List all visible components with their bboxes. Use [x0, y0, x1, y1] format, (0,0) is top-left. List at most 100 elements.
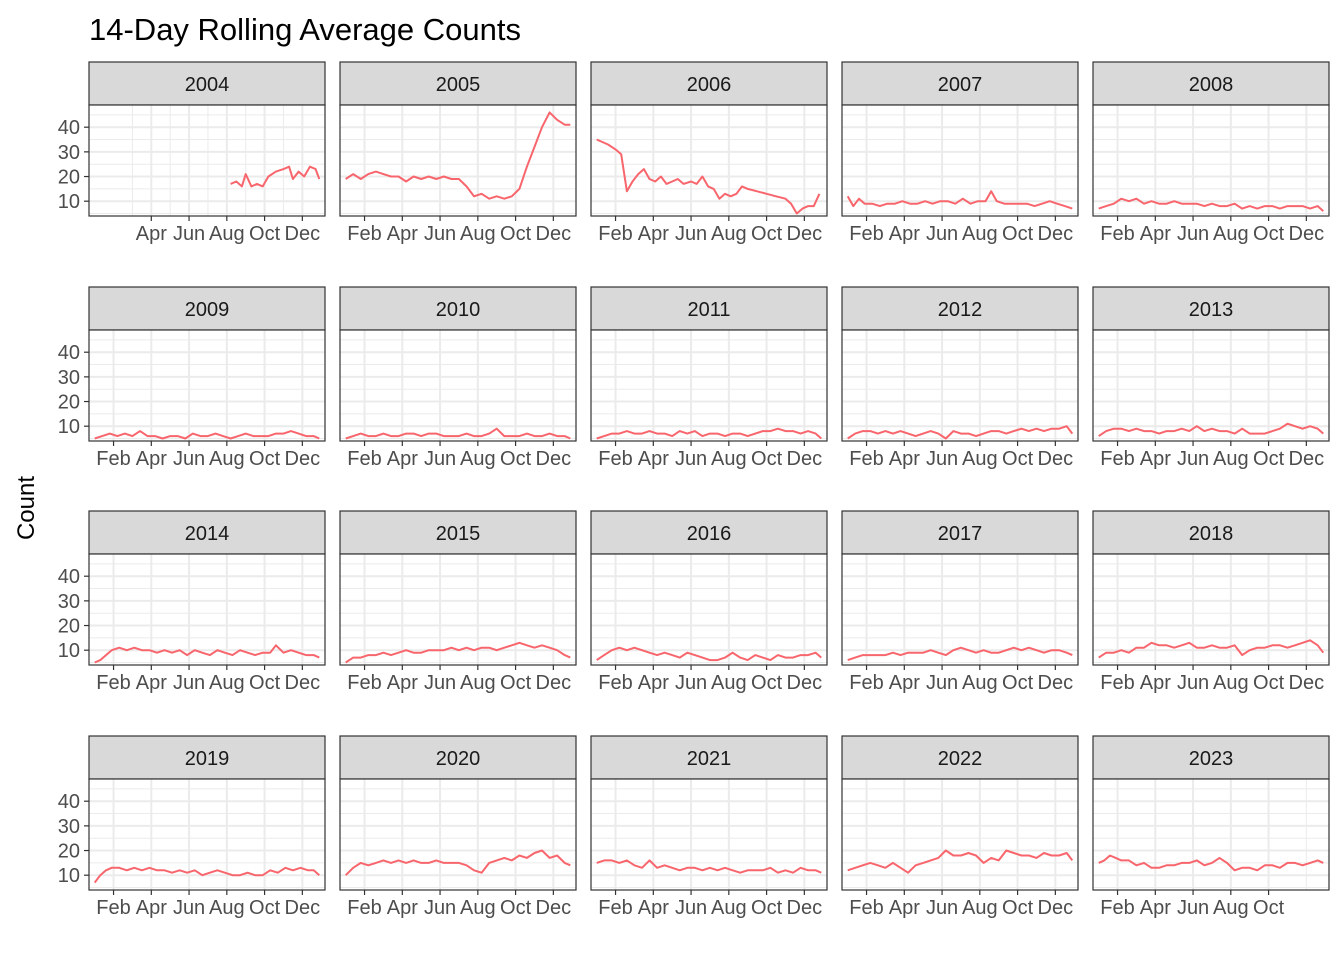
series-line [1098, 197, 1324, 212]
facet-strip-label: 2017 [938, 523, 983, 545]
panel-background [842, 779, 1078, 890]
x-tick-label: Oct [1253, 897, 1285, 919]
series-line [847, 849, 1074, 874]
facet-2023: 2023 Feb Apr Jun Aug Oct [1092, 735, 1330, 919]
facet-2022: 2022 Feb Apr Jun Aug Oct Dec [841, 735, 1079, 919]
x-tick-label: Dec [1038, 897, 1074, 919]
x-tick-label: Jun [926, 223, 958, 245]
x-tick-label: Jun [675, 672, 707, 694]
x-tick-label: Feb [849, 223, 883, 245]
x-tick-label: Oct [500, 448, 532, 470]
x-tick-label: Aug [209, 448, 245, 470]
x-tick-label: Oct [1002, 223, 1034, 245]
facet-strip [88, 61, 326, 106]
x-tick-label: Apr [387, 448, 418, 470]
facet-strip-label: 2005 [436, 74, 481, 96]
facet-strip-label: 2015 [436, 523, 481, 545]
x-tick-label: Dec [787, 672, 823, 694]
x-tick-label: Oct [500, 672, 532, 694]
x-tick-label: Oct [751, 672, 783, 694]
facet-2018: 2018 Feb Apr Jun Aug Oct Dec [1092, 510, 1330, 694]
x-tick-label: Oct [1253, 223, 1285, 245]
x-tick-label: Apr [136, 897, 167, 919]
series-line [345, 427, 571, 440]
x-tick-label: Jun [173, 223, 205, 245]
facet-strip-label: 2019 [185, 748, 230, 770]
facet-strip-label: 2008 [1189, 74, 1234, 96]
x-tick-label: Jun [1177, 897, 1209, 919]
panel-background [340, 105, 576, 216]
x-tick-label: Jun [424, 897, 456, 919]
x-tick-label: Dec [1289, 223, 1325, 245]
x-tick-label: Jun [926, 672, 958, 694]
panel-background [591, 105, 827, 216]
x-tick-label: Feb [347, 897, 381, 919]
x-tick-label: Dec [536, 448, 572, 470]
panel-border [88, 778, 326, 891]
y-tick-label: 20 [58, 167, 80, 189]
x-tick-label: Apr [387, 672, 418, 694]
panel-background [340, 330, 576, 441]
x-tick-label: Apr [889, 897, 920, 919]
x-tick-label: Dec [1289, 672, 1325, 694]
panel-border [590, 329, 828, 442]
facet-strip [590, 286, 828, 331]
x-tick-label: Aug [209, 223, 245, 245]
x-tick-label: Feb [849, 448, 883, 470]
series-line [846, 190, 1073, 210]
facet-strip [1092, 510, 1330, 555]
x-tick-label: Apr [889, 672, 920, 694]
panel-border [841, 329, 1079, 442]
x-tick-label: Oct [249, 448, 281, 470]
y-tick-label: 40 [58, 342, 80, 364]
panel-background [1093, 330, 1329, 441]
x-tick-label: Aug [1213, 672, 1249, 694]
facet-strip-label: 2023 [1189, 748, 1234, 770]
facet-2007: 2007 Feb Apr Jun Aug Oct Dec [841, 61, 1079, 245]
panel-background [89, 105, 325, 216]
facet-strip [590, 735, 828, 780]
x-tick-label: Aug [1213, 448, 1249, 470]
facet-2006: 2006 Feb Apr Jun Aug Oct Dec [590, 61, 828, 245]
x-tick-label: Aug [209, 672, 245, 694]
facet-strip [590, 510, 828, 555]
x-tick-label: Jun [675, 448, 707, 470]
facet-2020: 2020 Feb Apr Jun Aug Oct Dec [339, 735, 577, 919]
x-tick-label: Feb [598, 448, 632, 470]
panel-background [89, 554, 325, 665]
y-tick-label: 10 [58, 416, 80, 438]
x-tick-label: Jun [675, 223, 707, 245]
chart-title: 14-Day Rolling Average Counts [89, 12, 521, 47]
x-tick-label: Oct [500, 897, 532, 919]
y-tick-label: 40 [58, 566, 80, 588]
x-tick-label: Feb [96, 448, 130, 470]
facet-strip-label: 2020 [436, 748, 481, 770]
x-tick-label: Apr [136, 448, 167, 470]
x-tick-label: Jun [926, 897, 958, 919]
x-tick-label: Feb [96, 672, 130, 694]
y-tick-label: 30 [58, 367, 80, 389]
x-tick-label: Oct [1002, 897, 1034, 919]
facet-strip-label: 2016 [687, 523, 732, 545]
facet-strip [841, 286, 1079, 331]
series-line [94, 644, 320, 664]
x-tick-label: Dec [787, 897, 823, 919]
y-tick-label: 20 [58, 392, 80, 414]
x-tick-label: Dec [285, 448, 321, 470]
y-tick-label: 10 [58, 191, 80, 213]
series-line [230, 165, 321, 188]
x-tick-label: Dec [536, 672, 572, 694]
panel-border [841, 104, 1079, 217]
x-tick-label: Jun [424, 672, 456, 694]
x-tick-label: Feb [1100, 448, 1134, 470]
x-tick-label: Aug [1213, 897, 1249, 919]
x-tick-label: Aug [460, 672, 496, 694]
x-tick-label: Aug [209, 897, 245, 919]
x-tick-label: Dec [285, 672, 321, 694]
x-tick-label: Jun [424, 223, 456, 245]
x-tick-label: Jun [173, 897, 205, 919]
x-tick-label: Feb [1100, 672, 1134, 694]
facet-strip [339, 286, 577, 331]
x-tick-label: Dec [285, 223, 321, 245]
